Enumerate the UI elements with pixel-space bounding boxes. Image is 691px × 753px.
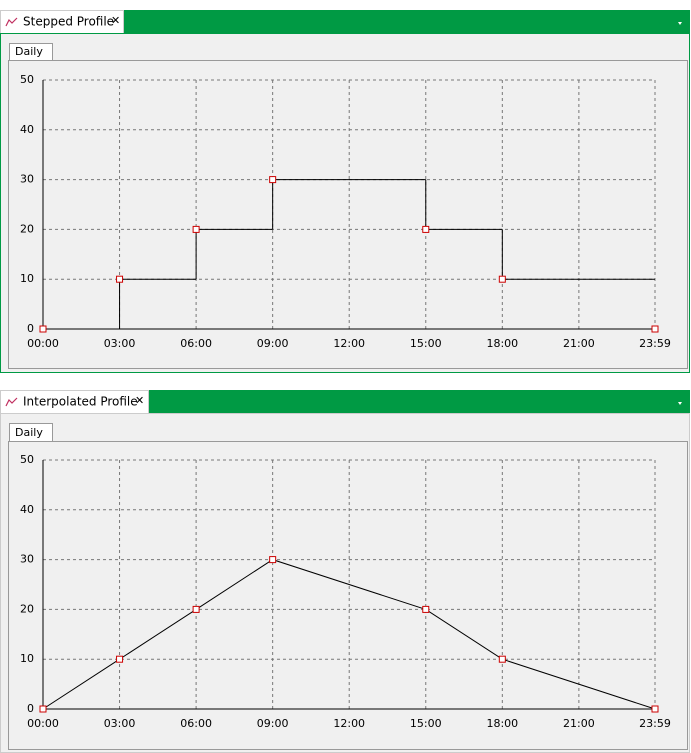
y-tick-label: 30 bbox=[20, 553, 34, 566]
y-tick-label: 20 bbox=[20, 602, 34, 615]
point-marker bbox=[116, 655, 124, 663]
x-tick-label: 23:59 bbox=[639, 337, 671, 350]
point-marker bbox=[116, 275, 124, 283]
x-tick-label: 12:00 bbox=[333, 717, 365, 730]
y-tick-label: 50 bbox=[20, 73, 34, 86]
point-marker bbox=[422, 225, 430, 233]
x-tick-label: 00:00 bbox=[27, 337, 59, 350]
x-tick-label: 21:00 bbox=[563, 337, 595, 350]
dropdown-arrow[interactable] bbox=[678, 402, 682, 405]
tab-strip bbox=[149, 390, 690, 413]
tab-title: Interpolated Profile bbox=[23, 395, 138, 409]
point-marker bbox=[422, 605, 430, 613]
point-marker bbox=[192, 225, 200, 233]
x-tick-label: 06:00 bbox=[180, 717, 212, 730]
y-tick-label: 50 bbox=[20, 453, 34, 466]
subtab-label: Daily bbox=[15, 426, 43, 439]
x-tick-label: 15:00 bbox=[410, 337, 442, 350]
y-tick-label: 40 bbox=[20, 503, 34, 516]
close-button[interactable]: ✕ bbox=[135, 394, 144, 407]
tab-title: Stepped Profile bbox=[23, 15, 114, 29]
y-tick-label: 10 bbox=[20, 652, 34, 665]
point-marker bbox=[651, 705, 659, 713]
subtab-label: Daily bbox=[15, 45, 43, 58]
x-tick-label: 23:59 bbox=[639, 717, 671, 730]
tab-strip bbox=[124, 10, 690, 33]
x-tick-label: 09:00 bbox=[257, 717, 289, 730]
x-tick-label: 18:00 bbox=[486, 337, 518, 350]
x-tick-label: 18:00 bbox=[486, 717, 518, 730]
x-tick-label: 03:00 bbox=[104, 717, 136, 730]
point-marker bbox=[269, 556, 277, 564]
y-tick-label: 10 bbox=[20, 272, 34, 285]
x-tick-label: 12:00 bbox=[333, 337, 365, 350]
point-marker bbox=[498, 275, 506, 283]
y-tick-label: 30 bbox=[20, 173, 34, 186]
y-tick-label: 0 bbox=[27, 702, 34, 715]
x-tick-label: 00:00 bbox=[27, 717, 59, 730]
x-tick-label: 21:00 bbox=[563, 717, 595, 730]
dropdown-arrow[interactable] bbox=[678, 22, 682, 25]
point-marker bbox=[498, 655, 506, 663]
tab-icon bbox=[5, 397, 18, 407]
tab-icon bbox=[5, 17, 18, 27]
y-tick-label: 40 bbox=[20, 123, 34, 136]
point-marker bbox=[39, 705, 47, 713]
x-tick-label: 03:00 bbox=[104, 337, 136, 350]
point-marker bbox=[651, 325, 659, 333]
point-marker bbox=[269, 176, 277, 184]
point-marker bbox=[39, 325, 47, 333]
y-tick-label: 0 bbox=[27, 322, 34, 335]
chart-area bbox=[8, 60, 688, 369]
x-tick-label: 15:00 bbox=[410, 717, 442, 730]
x-tick-label: 06:00 bbox=[180, 337, 212, 350]
point-marker bbox=[192, 605, 200, 613]
close-button[interactable]: ✕ bbox=[111, 14, 120, 27]
y-tick-label: 20 bbox=[20, 222, 34, 235]
x-tick-label: 09:00 bbox=[257, 337, 289, 350]
chart-area bbox=[8, 441, 688, 750]
